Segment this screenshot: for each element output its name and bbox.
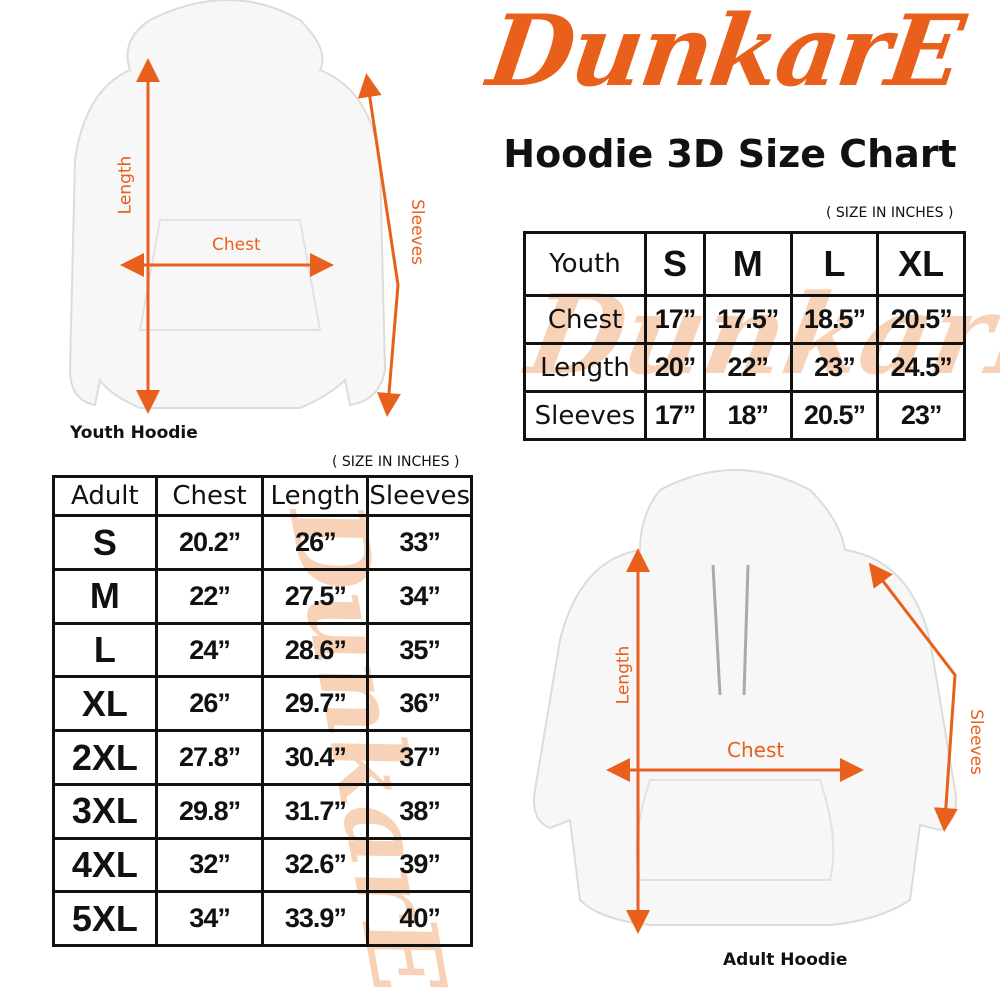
column-header: Chest — [154, 474, 265, 518]
table-cell: 26” — [154, 675, 265, 733]
youth-unit-note: ( SIZE IN INCHES ) — [826, 205, 954, 221]
table-cell: 18” — [702, 390, 793, 441]
column-header: Sleeves — [366, 474, 473, 518]
adult-unit-note: ( SIZE IN INCHES ) — [332, 454, 460, 470]
table-cell: 24” — [154, 621, 265, 679]
size-header: XL — [876, 230, 966, 298]
table-cell: 31.7” — [261, 782, 370, 840]
page-title: Hoodie 3D Size Chart — [503, 132, 957, 176]
table-cell: 39” — [366, 836, 473, 894]
table-header-row: Adult Chest Length Sleeves — [52, 474, 473, 518]
table-row: M 22” 27.5” 34” — [52, 568, 473, 625]
table-cell: 33” — [366, 514, 473, 572]
table-corner: Youth — [523, 230, 647, 298]
table-cell: 20” — [644, 342, 706, 394]
youth-chest-label: Chest — [212, 235, 261, 255]
table-cell: 36” — [366, 675, 473, 733]
table-cell: 24.5” — [876, 342, 966, 394]
table-cell: 34” — [366, 568, 473, 625]
table-row: Length 20” 22” 23” 24.5” — [523, 342, 966, 394]
youth-sleeves-label: Sleeves — [406, 199, 427, 265]
size-label: M — [52, 568, 158, 625]
size-label: L — [52, 621, 158, 679]
table-cell: 22” — [702, 342, 793, 394]
table-cell: 40” — [366, 890, 473, 947]
youth-size-table: Youth S M L XL Chest 17” 17.5” 18.5” 20.… — [523, 230, 966, 441]
table-row: 3XL 29.8” 31.7” 38” — [52, 782, 473, 840]
size-label: 2XL — [52, 729, 158, 786]
table-cell: 22” — [154, 568, 265, 625]
size-label: 3XL — [52, 782, 158, 840]
table-header-row: Youth S M L XL — [523, 230, 966, 298]
table-row: S 20.2” 26” 33” — [52, 514, 473, 572]
adult-hoodie-image — [533, 469, 958, 934]
row-label: Length — [523, 342, 647, 394]
adult-length-label: Length — [613, 645, 634, 705]
table-cell: 23” — [876, 390, 966, 441]
table-cell: 32.6” — [261, 836, 370, 894]
adult-chest-label: Chest — [727, 738, 785, 762]
table-row: 5XL 34” 33.9” 40” — [52, 890, 473, 947]
size-header: S — [644, 230, 706, 298]
table-row: Sleeves 17” 18” 20.5” 23” — [523, 390, 966, 441]
table-cell: 29.7” — [261, 675, 370, 733]
sleeves-arrow — [357, 73, 401, 417]
youth-hoodie-image — [68, 0, 401, 417]
column-header: Length — [261, 474, 370, 518]
youth-caption: Youth Hoodie — [70, 423, 198, 443]
row-label: Chest — [523, 294, 647, 346]
size-label: S — [52, 514, 158, 572]
table-cell: 33.9” — [261, 890, 370, 947]
table-row: Chest 17” 17.5” 18.5” 20.5” — [523, 294, 966, 346]
table-cell: 30.4” — [261, 729, 370, 786]
size-label: 5XL — [52, 890, 158, 947]
table-cell: 28.6” — [261, 621, 370, 679]
table-cell: 17” — [644, 390, 706, 441]
table-cell: 35” — [366, 621, 473, 679]
table-cell: 26” — [261, 514, 370, 572]
adult-caption: Adult Hoodie — [723, 950, 848, 970]
youth-length-label: Length — [115, 155, 136, 215]
table-cell: 20.5” — [789, 390, 880, 441]
table-row: 4XL 32” 32.6” 39” — [52, 836, 473, 894]
size-label: 4XL — [52, 836, 158, 894]
table-cell: 32” — [154, 836, 265, 894]
table-cell: 20.5” — [876, 294, 966, 346]
table-cell: 18.5” — [789, 294, 880, 346]
adult-size-table: Adult Chest Length Sleeves S 20.2” 26” 33” M… — [52, 474, 473, 947]
table-row: L 24” 28.6” 35” — [52, 621, 473, 679]
table-cell: 29.8” — [154, 782, 265, 840]
table-cell: 27.8” — [154, 729, 265, 786]
table-cell: 34” — [154, 890, 265, 947]
table-row: XL 26” 29.7” 36” — [52, 675, 473, 733]
row-label: Sleeves — [523, 390, 647, 441]
size-header: L — [789, 230, 880, 298]
table-cell: 17.5” — [702, 294, 793, 346]
size-header: M — [702, 230, 793, 298]
table-cell: 17” — [644, 294, 706, 346]
table-row: 2XL 27.8” 30.4” 37” — [52, 729, 473, 786]
column-header: Adult — [52, 474, 158, 518]
table-cell: 38” — [366, 782, 473, 840]
adult-sleeves-label: Sleeves — [965, 709, 986, 775]
brand-logo: DunkarE — [481, 0, 969, 109]
table-cell: 23” — [789, 342, 880, 394]
size-label: XL — [52, 675, 158, 733]
table-cell: 20.2” — [154, 514, 265, 572]
table-cell: 37” — [366, 729, 473, 786]
sleeves-arrow — [868, 562, 958, 832]
table-cell: 27.5” — [261, 568, 370, 625]
